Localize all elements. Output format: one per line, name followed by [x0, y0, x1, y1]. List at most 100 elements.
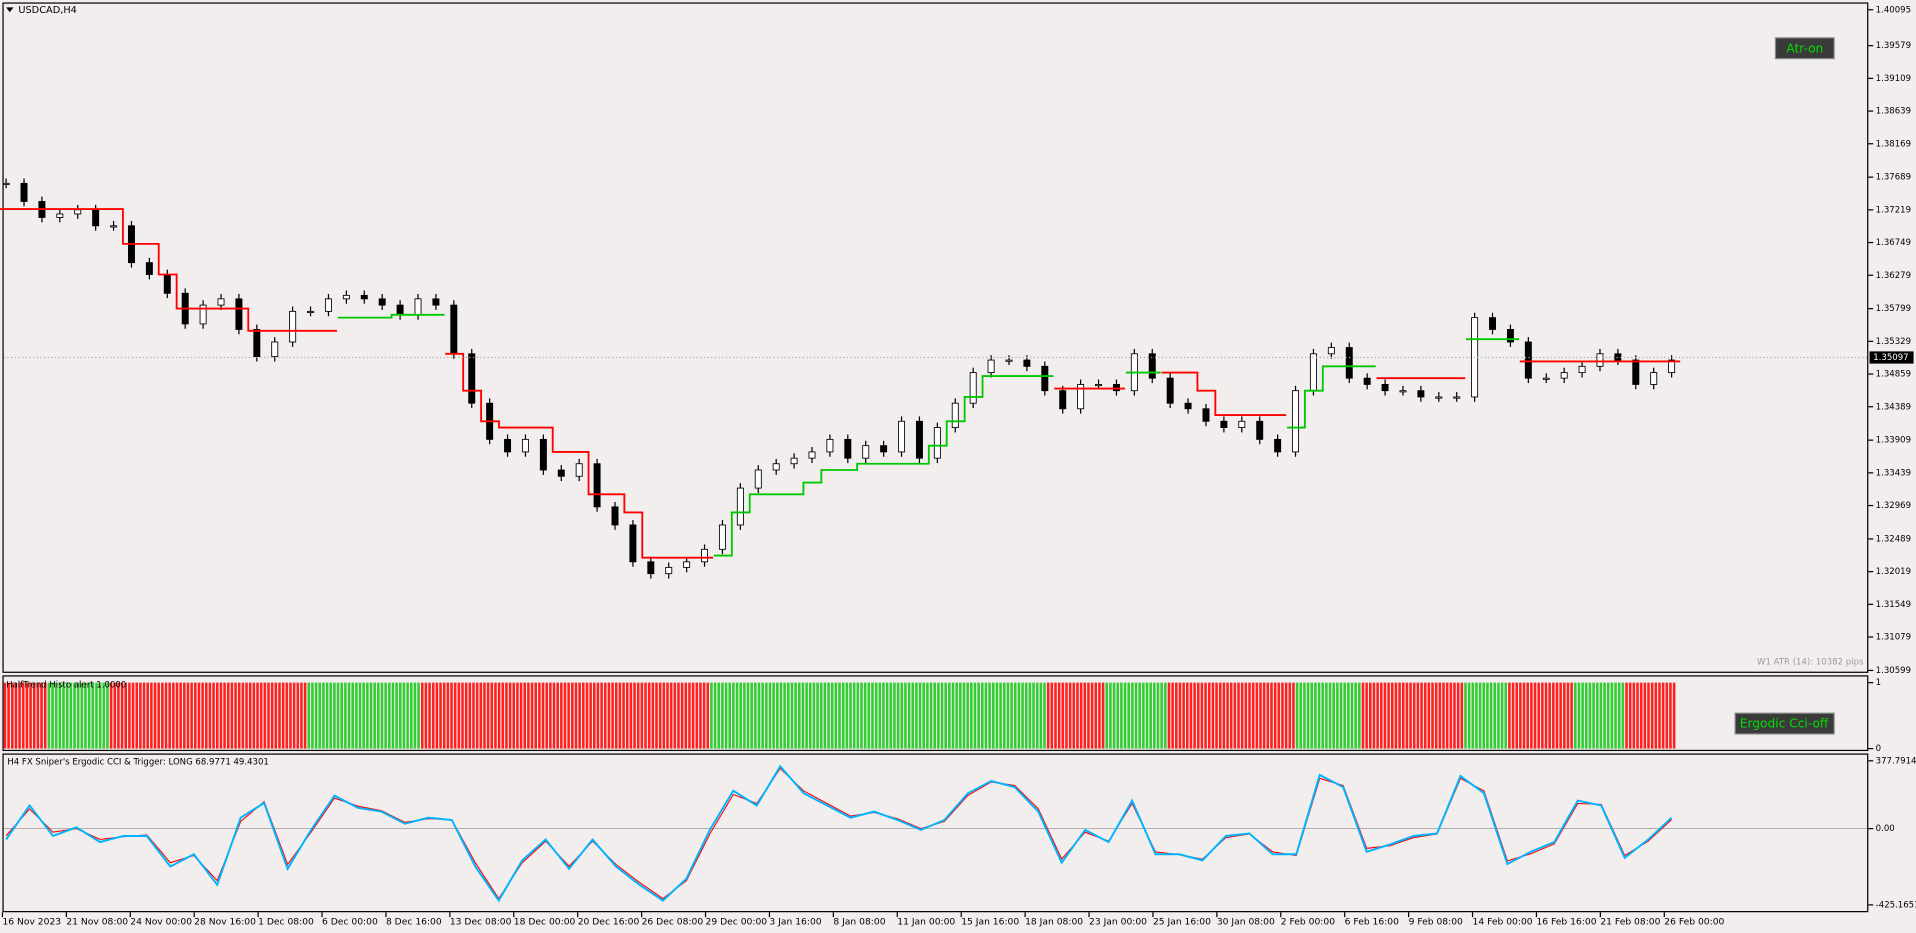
histo-bar: [124, 682, 128, 749]
histo-bar: [1310, 682, 1314, 749]
x-tick-label: 8 Jan 08:00: [833, 917, 885, 928]
histo-bar: [36, 682, 40, 749]
histo-bar: [10, 682, 14, 749]
histo-bar: [1112, 682, 1116, 749]
histo-bar: [267, 682, 270, 749]
histo-bar: [783, 682, 786, 749]
candle-body: [1435, 396, 1443, 399]
histo-bar: [1262, 682, 1266, 749]
histo-bar: [1336, 682, 1339, 749]
histo-bar: [629, 682, 633, 749]
histo-bar: [1434, 682, 1438, 749]
histo-bar: [172, 682, 175, 749]
histo-bar: [596, 682, 600, 749]
candle-body: [1650, 372, 1658, 385]
histo-bar: [1039, 682, 1043, 749]
histo-bar: [120, 682, 124, 749]
ergodic-button[interactable]: [1734, 712, 1835, 735]
histo-bar: [464, 682, 468, 749]
trailing-stop: [337, 313, 1519, 557]
histo-bar: [1123, 682, 1127, 749]
histo-bar: [230, 682, 234, 749]
histo-bar: [900, 682, 904, 749]
candle-body: [1560, 372, 1568, 379]
histo-bar: [1306, 682, 1310, 749]
ergodic-button-label[interactable]: Ergodic Cci-off: [1740, 717, 1829, 731]
histo-bar: [1387, 682, 1390, 749]
histo-bar: [1508, 682, 1511, 749]
histo-bar: [369, 682, 373, 749]
histo-bar: [841, 682, 845, 749]
histo-bar: [168, 682, 171, 749]
y-tick-label: 1.30599: [1876, 666, 1911, 676]
candle-body: [360, 294, 368, 300]
histo-bar: [1632, 682, 1636, 749]
histo-bar: [871, 682, 874, 749]
histo-bar: [439, 682, 442, 749]
histo-panel-frame: [2, 675, 1869, 752]
histo-bar: [739, 682, 742, 749]
candle-body: [826, 438, 834, 453]
candle-body: [1059, 390, 1067, 410]
candle-body: [1023, 359, 1031, 367]
histo-bar: [95, 682, 98, 749]
y-tick-label: -425.1651: [1876, 900, 1916, 910]
candle-body: [1489, 317, 1497, 330]
histo-bar: [420, 682, 424, 749]
histo-bar: [1160, 682, 1163, 749]
histo-bar: [618, 682, 622, 749]
candle-body: [307, 310, 315, 314]
histo-bar: [603, 682, 607, 749]
histo-label: HalfTrend Histo alert 1.0000: [6, 681, 126, 691]
histo-bar: [699, 682, 702, 749]
atr-button-label[interactable]: Atr-on: [1786, 41, 1823, 55]
histo-bar: [208, 682, 212, 749]
histo-bar: [135, 682, 139, 749]
histo-bar: [1175, 682, 1178, 749]
histo-bar: [237, 682, 241, 749]
histo-bar: [186, 682, 190, 749]
x-tick-label: 1 Dec 08:00: [258, 917, 314, 928]
y-tick-label: 1.38169: [1876, 139, 1911, 149]
histo-bar: [1145, 682, 1149, 749]
histo-bar: [1500, 682, 1504, 749]
histo-bar: [1478, 682, 1482, 749]
histo-bar: [1204, 682, 1207, 749]
candle-body: [1578, 365, 1586, 374]
trailing-stop: [0, 208, 1681, 559]
y-tick-label: 0: [1876, 744, 1881, 754]
histo-bar: [600, 682, 603, 749]
histo-bar: [457, 682, 461, 749]
histo-bar: [516, 682, 519, 749]
histo-bar: [896, 682, 900, 749]
histo-bar: [1530, 682, 1533, 749]
histo-bar: [743, 682, 746, 749]
histo-bar: [955, 682, 958, 749]
histo-bar: [201, 682, 204, 749]
histo-bar: [519, 682, 523, 749]
histo-bar: [1142, 682, 1145, 749]
histo-bar: [355, 682, 358, 749]
candle-body: [611, 506, 619, 526]
histo-bar: [885, 682, 889, 749]
histo-bar: [1303, 682, 1306, 749]
histo-bar: [1376, 682, 1379, 749]
histo-bar: [1570, 682, 1573, 749]
histo-bar: [563, 682, 567, 749]
histo-bar: [1083, 682, 1087, 749]
histo-bar: [1669, 682, 1672, 749]
histo-bar: [62, 682, 65, 749]
menu-arrow[interactable]: [6, 7, 14, 13]
histo-bar: [1577, 682, 1581, 749]
x-tick-label: 14 Feb 00:00: [1473, 917, 1533, 928]
price-tag: [1869, 351, 1914, 364]
histo-bar: [1226, 682, 1229, 749]
histo-bar: [1548, 682, 1551, 749]
atr-button[interactable]: [1774, 37, 1835, 60]
candle-body: [1184, 402, 1192, 410]
histo-bar: [29, 682, 32, 749]
histo-bar: [1584, 682, 1588, 749]
histo-bar: [944, 682, 947, 749]
histo-bar: [322, 682, 325, 749]
